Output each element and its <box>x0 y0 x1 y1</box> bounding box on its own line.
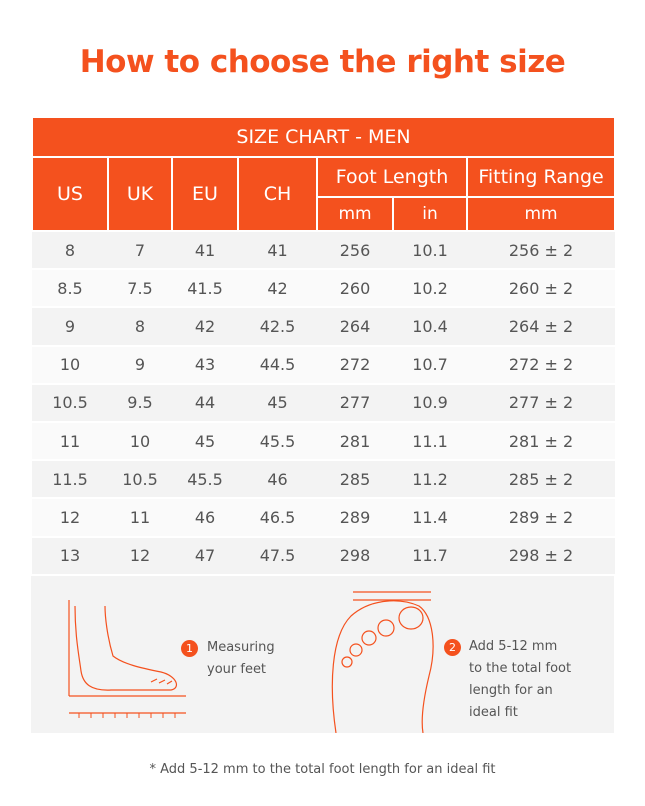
table-cell: 264 <box>317 307 393 347</box>
illustration-panel: 1 Measuring your feet 2 Add 5-12 mm to t… <box>31 576 614 733</box>
table-caption: SIZE CHART - MEN <box>30 118 617 158</box>
table-cell: 12 <box>32 498 108 538</box>
toes-drawing <box>331 591 434 733</box>
step-text: Measuring your feet <box>207 640 275 677</box>
table-cell: 8.5 <box>32 269 108 309</box>
table-cell: 45.5 <box>172 460 238 500</box>
table-cell: 42.5 <box>238 307 317 347</box>
fitting-range-header: Fitting Range <box>465 156 617 198</box>
table-cell: 11.7 <box>393 536 467 576</box>
table-cell: 256 <box>317 231 393 271</box>
table-cell: 10.1 <box>393 231 467 271</box>
table-cell: 47 <box>172 536 238 576</box>
table-cell: 10.5 <box>108 460 172 500</box>
size-header: EU <box>171 156 239 232</box>
table-row: 11.5 10.5 45.5 46 285 11.2 285 ± 2 <box>32 460 616 500</box>
table-cell: 7 <box>108 231 172 271</box>
table-cell: 11.5 <box>32 460 108 500</box>
table-cell: 285 <box>317 460 393 500</box>
table-cell: 44 <box>172 383 238 423</box>
table-cell: 277 ± 2 <box>467 383 616 423</box>
table-cell: 289 <box>317 498 393 538</box>
table-cell: 13 <box>32 536 108 576</box>
table-cell: 272 ± 2 <box>467 345 616 385</box>
table-cell: 264 ± 2 <box>467 307 616 347</box>
table-cell: 41.5 <box>172 269 238 309</box>
table-cell: 277 <box>317 383 393 423</box>
table-cell: 8 <box>32 231 108 271</box>
table-cell: 41 <box>172 231 238 271</box>
foot-length-header: Foot Length <box>316 156 468 198</box>
table-cell: 285 ± 2 <box>467 460 616 500</box>
table-cell: 45.5 <box>238 421 317 462</box>
table-cell: 9.5 <box>108 383 172 423</box>
table-cell: 46 <box>238 460 317 500</box>
table-cell: 46 <box>172 498 238 538</box>
table-cell: 298 <box>317 536 393 576</box>
table-cell: 260 ± 2 <box>467 269 616 309</box>
step-badge: 2 <box>444 639 461 656</box>
unit-header: mm <box>316 196 394 232</box>
table-cell: 10.4 <box>393 307 467 347</box>
table-cell: 10.7 <box>393 345 467 385</box>
table-cell: 10.5 <box>32 383 108 423</box>
size-header: US <box>31 156 109 232</box>
table-cell: 11.4 <box>393 498 467 538</box>
table-cell: 41 <box>238 231 317 271</box>
table-cell: 281 ± 2 <box>467 421 616 462</box>
size-header: CH <box>237 156 318 232</box>
table-row: 9 8 42 42.5 264 10.4 264 ± 2 <box>32 307 616 347</box>
unit-header: mm <box>465 196 617 232</box>
table-cell: 9 <box>32 307 108 347</box>
table-cell: 11.1 <box>393 421 467 462</box>
size-header: UK <box>107 156 173 232</box>
table-cell: 45 <box>172 421 238 462</box>
step-text: Add 5-12 mm to the total foot length for… <box>469 639 572 720</box>
table-cell: 44.5 <box>238 345 317 385</box>
footnote: * Add 5-12 mm to the total foot length f… <box>149 762 496 777</box>
table-cell: 10.9 <box>393 383 467 423</box>
unit-header: in <box>392 196 468 232</box>
table-cell: 7.5 <box>108 269 172 309</box>
table-cell: 45 <box>238 383 317 423</box>
illustrations <box>68 591 434 733</box>
table-row: 10.5 9.5 44 45 277 10.9 277 ± 2 <box>32 383 616 423</box>
measuring-drawing <box>68 600 186 714</box>
table-cell: 11 <box>108 498 172 538</box>
table-row: 12 11 46 46.5 289 11.4 289 ± 2 <box>32 498 616 538</box>
table-cell: 42 <box>172 307 238 347</box>
table-row: 10 9 43 44.5 272 10.7 272 ± 2 <box>32 345 616 385</box>
table-cell: 46.5 <box>238 498 317 538</box>
table-cell: 9 <box>108 345 172 385</box>
table-cell: 256 ± 2 <box>467 231 616 271</box>
table-row: 8 7 41 41 256 10.1 256 ± 2 <box>32 231 616 271</box>
table-cell: 289 ± 2 <box>467 498 616 538</box>
table-row: 13 12 47 47.5 298 11.7 298 ± 2 <box>32 536 616 576</box>
size-table: SIZE CHART - MEN US UK EU CH Foot Length Fit… <box>30 118 617 576</box>
table-cell: 281 <box>317 421 393 462</box>
table-cell: 298 ± 2 <box>467 536 616 576</box>
table-row: 11 10 45 45.5 281 11.1 281 ± 2 <box>32 421 616 462</box>
table-cell: 42 <box>238 269 317 309</box>
table-cell: 47.5 <box>238 536 317 576</box>
table-cell: 43 <box>172 345 238 385</box>
table-cell: 11 <box>32 421 108 462</box>
table-cell: 260 <box>317 269 393 309</box>
title: How to choose the right size <box>79 44 566 80</box>
table-cell: 272 <box>317 345 393 385</box>
step-badge: 1 <box>181 640 198 657</box>
table-cell: 11.2 <box>393 460 467 500</box>
ruler-ticks <box>78 713 176 718</box>
table-row: 8.5 7.5 41.5 42 260 10.2 260 ± 2 <box>32 269 616 309</box>
table-cell: 10 <box>108 421 172 462</box>
table-cell: 12 <box>108 536 172 576</box>
table-cell: 10 <box>32 345 108 385</box>
table-cell: 8 <box>108 307 172 347</box>
table-cell: 10.2 <box>393 269 467 309</box>
